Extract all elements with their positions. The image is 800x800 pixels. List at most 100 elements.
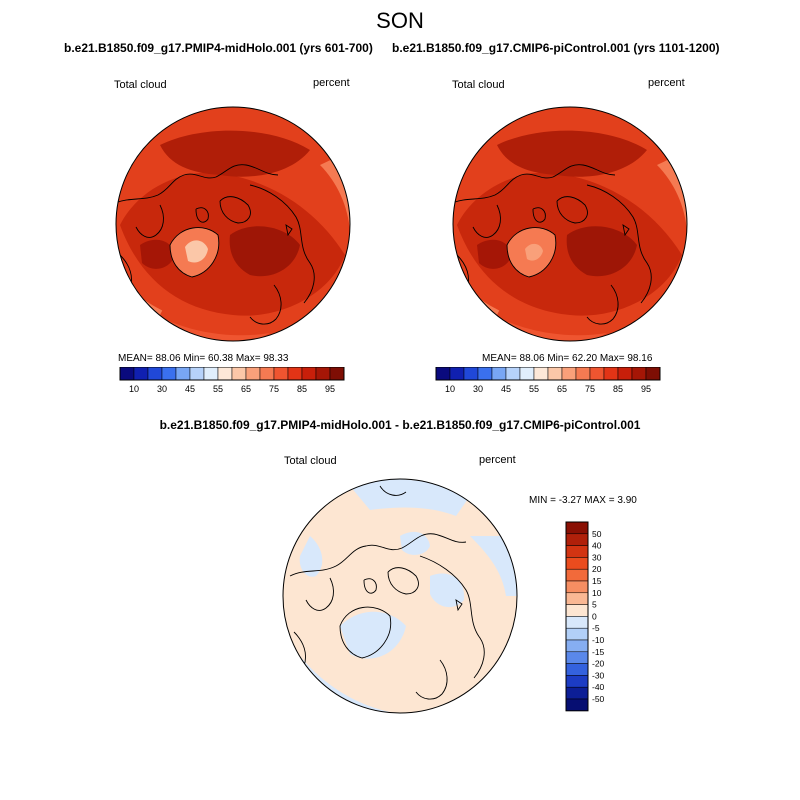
panel-2-colorbar-swatch (505, 367, 521, 381)
panel-1-colorbar-outline (119, 367, 345, 381)
panel-2-colorbar-tick-label: 85 (613, 384, 623, 394)
panel-2-colorbar-swatch (519, 367, 535, 381)
panel-2-colorbar-swatch (561, 367, 577, 381)
panel-2-colorbar-swatch (449, 367, 465, 381)
panel-1-colorbar-swatch (161, 367, 177, 381)
diff-colorbar-tick-label: -10 (592, 635, 605, 645)
panel-2-colorbar-swatch (547, 367, 563, 381)
panel-1-colorbar-swatch (217, 367, 233, 381)
diff-colorbar-swatch (565, 651, 589, 664)
panel-1-colorbar-swatch (175, 367, 191, 381)
panel-1-colorbar-swatch (189, 367, 205, 381)
diff-panel-title: b.e21.B1850.f09_g17.PMIP4-midHolo.001 - … (159, 418, 641, 432)
diff-panel-stats: MIN = -3.27 MAX = 3.90 (529, 495, 637, 506)
panel-2-colorbar-tick-label: 30 (473, 384, 483, 394)
diff-colorbar-tick-label: -40 (592, 682, 605, 692)
panel-1-colorbar-swatch (259, 367, 275, 381)
diff-colorbar-tick-label: 15 (592, 576, 602, 586)
diff-colorbar-swatch (565, 545, 589, 558)
panel-2-colorbar-outline (435, 367, 661, 381)
panel-2-variable-label: Total cloud (452, 79, 505, 91)
diff-colorbar-tick-label: 0 (592, 611, 597, 621)
panel-1-colorbar-swatch (245, 367, 261, 381)
panel-1-colorbar-swatch (301, 367, 317, 381)
panel-2-colorbar-tick-label: 65 (557, 384, 567, 394)
diff-colorbar-swatch (565, 663, 589, 676)
diff-colorbar-outline (565, 521, 589, 712)
panel-1-colorbar-swatch (147, 367, 163, 381)
diff-colorbar-swatch (565, 580, 589, 594)
panel-1-colorbar-tick-label: 55 (213, 384, 223, 394)
diff-colorbar-swatch (565, 568, 589, 582)
diff-colorbar-tick-label: 20 (592, 564, 602, 574)
panel-2-colorbar-tick-label: 95 (641, 384, 651, 394)
panel-1-title: b.e21.B1850.f09_g17.PMIP4-midHolo.001 (y… (64, 41, 373, 55)
panel-1-colorbar-tick-label: 75 (269, 384, 279, 394)
panel-2-colorbar-swatch (575, 367, 591, 381)
diff-colorbar-tick-label: -15 (592, 647, 605, 657)
diff-colorbar-tick-label: 5 (592, 600, 597, 610)
panel-2-stats: MEAN= 88.06 Min= 62.20 Max= 98.16 (482, 353, 653, 364)
panel-1-colorbar-tick-label: 30 (157, 384, 167, 394)
panel-2-colorbar: 10 30 45 55 65 75 85 95 (435, 367, 661, 394)
diff-colorbar-tick-label: -50 (592, 694, 605, 704)
panel-1-colorbar-swatch (231, 367, 247, 381)
panel-1-colorbar-swatch (287, 367, 303, 381)
panel-1-polar-map (115, 106, 351, 342)
panel-2-colorbar-swatch (491, 367, 507, 381)
panel-2-colorbar-swatch (463, 367, 479, 381)
diff-colorbar-tick-label: 40 (592, 541, 602, 551)
diff-colorbar-swatch (565, 675, 589, 688)
panel-2-title: b.e21.B1850.f09_g17.CMIP6-piControl.001 … (392, 41, 720, 55)
diff-colorbar-tick-label: -30 (592, 670, 605, 680)
diff-colorbar-tick-label: 30 (592, 552, 602, 562)
panel-2-colorbar-swatch (589, 367, 605, 381)
panel-2-colorbar-swatch (645, 367, 661, 381)
panel-2-colorbar-swatch (631, 367, 647, 381)
diff-colorbar-swatch (565, 639, 589, 653)
diff-colorbar-swatch (565, 698, 589, 712)
panel-1-colorbar-swatch (273, 367, 289, 381)
panel-1-colorbar-tick-label: 10 (129, 384, 139, 394)
panel-2-colorbar-tick-label: 75 (585, 384, 595, 394)
diff-colorbar-swatch (565, 627, 589, 641)
panel-2-colorbar-tick-label: 55 (529, 384, 539, 394)
panel-1-colorbar-swatch (329, 367, 345, 381)
panel-1-colorbar: 10 30 45 55 65 75 85 95 (119, 367, 345, 394)
panel-1-colorbar-tick-label: 85 (297, 384, 307, 394)
diff-panel-variable-label: Total cloud (284, 455, 337, 467)
diff-panel-units-label: percent (479, 454, 516, 466)
panel-1-colorbar-tick-label: 65 (241, 384, 251, 394)
diff-colorbar-swatch (565, 557, 589, 570)
panel-2-polar-map (452, 106, 688, 342)
panel-2-colorbar-tick-label: 10 (445, 384, 455, 394)
panel-2-colorbar-swatch (617, 367, 633, 381)
panel-1-colorbar-tick-label: 45 (185, 384, 195, 394)
panel-2-colorbar-swatch (603, 367, 619, 381)
panel-2-colorbar-swatch (477, 367, 493, 381)
diff-colorbar-swatch (565, 533, 589, 546)
panel-2-colorbar-swatch (533, 367, 549, 381)
panel-1-colorbar-swatch (119, 367, 135, 381)
diff-colorbar-swatch (565, 604, 589, 617)
panel-1-units-label: percent (313, 77, 350, 89)
panel-1-stats: MEAN= 88.06 Min= 60.38 Max= 98.33 (118, 353, 289, 364)
panel-1-colorbar-tick-label: 95 (325, 384, 335, 394)
panel-2-colorbar-swatch (435, 367, 451, 381)
diff-colorbar-swatch (565, 686, 589, 700)
diff-colorbar-tick-label: -20 (592, 659, 605, 669)
panel-1-variable-label: Total cloud (114, 79, 167, 91)
panel-2-colorbar-tick-label: 45 (501, 384, 511, 394)
diff-colorbar-swatch (565, 616, 589, 629)
diff-colorbar-tick-label: 50 (592, 529, 602, 539)
figure-title: SON (376, 8, 424, 33)
diff-colorbar-swatch (565, 592, 589, 605)
diff-colorbar-swatch (565, 521, 589, 535)
diff-colorbar-tick-label: 10 (592, 588, 602, 598)
panel-1-colorbar-swatch (133, 367, 149, 381)
diff-polar-map (282, 478, 518, 714)
panel-2-units-label: percent (648, 77, 685, 89)
panel-1-colorbar-swatch (203, 367, 219, 381)
diff-colorbar-tick-label: -5 (592, 623, 600, 633)
